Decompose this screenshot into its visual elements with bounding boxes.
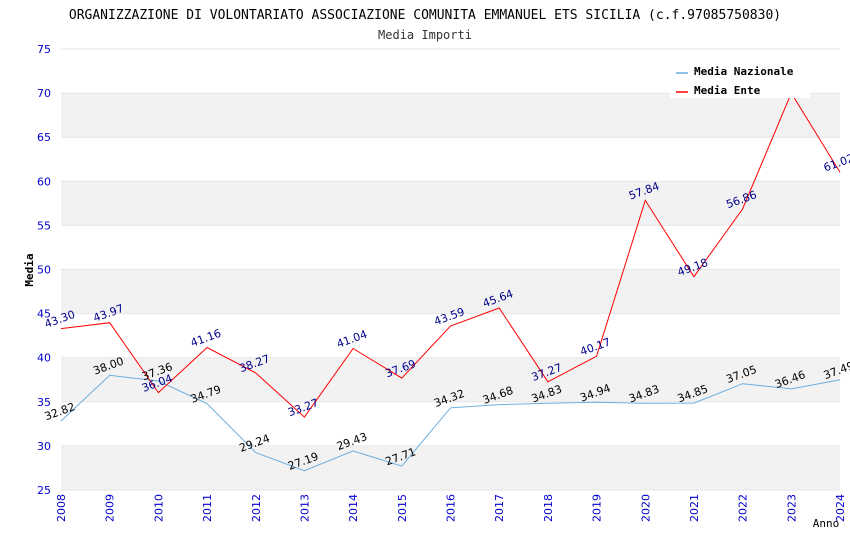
x-tick-label: 2015 xyxy=(396,494,409,522)
x-tick-label: 2021 xyxy=(688,494,701,522)
grid-band xyxy=(61,93,840,138)
y-tick-label: 70 xyxy=(37,87,51,100)
x-tick-label: 2019 xyxy=(591,494,604,522)
gridlines xyxy=(61,48,840,491)
y-tick-label: 50 xyxy=(37,264,51,277)
y-tick-label: 65 xyxy=(37,131,51,144)
y-tick-label: 45 xyxy=(37,308,51,321)
x-tick-label: 2013 xyxy=(298,494,311,522)
y-tick-label: 25 xyxy=(37,484,51,497)
x-tick-label: 2014 xyxy=(347,494,360,522)
x-axis-label: Anno xyxy=(813,517,840,530)
x-tick-label: 2024 xyxy=(834,494,847,522)
grid-band xyxy=(61,269,840,314)
x-tick-label: 2009 xyxy=(104,494,117,522)
legend-label-media-nazionale: Media Nazionale xyxy=(694,65,794,78)
x-tick-label: 2016 xyxy=(445,494,458,522)
x-tick-label: 2020 xyxy=(639,494,652,522)
y-axis-label: Media xyxy=(23,253,36,286)
legend: Media Nazionale Media Ente xyxy=(670,60,810,98)
x-tick-label: 2011 xyxy=(201,494,214,522)
grid-band xyxy=(61,357,840,402)
series-lines xyxy=(60,92,841,472)
y-tick-label: 55 xyxy=(37,219,51,232)
series-line-media-nazionale xyxy=(60,374,841,472)
y-tick-label: 75 xyxy=(37,43,51,56)
x-tick-label: 2022 xyxy=(737,494,750,522)
y-tick-label: 30 xyxy=(37,440,51,453)
grid-band xyxy=(61,181,840,226)
x-tick-label: 2010 xyxy=(152,494,165,522)
chart-title: ORGANIZZAZIONE DI VOLONTARIATO ASSOCIAZI… xyxy=(69,8,781,23)
y-tick-label: 40 xyxy=(37,352,51,365)
y-tick-label: 60 xyxy=(37,175,51,188)
y-tick-label: 35 xyxy=(37,396,51,409)
x-axis-ticks: 2008 2009 2010 2011 2012 2013 2014 2015 2016 2017… xyxy=(55,494,847,522)
x-tick-label: 2008 xyxy=(55,494,68,522)
x-tick-label: 2017 xyxy=(493,494,506,522)
legend-box xyxy=(670,60,810,98)
y-axis-ticks: 25 30 35 40 45 50 55 60 65 70 75 xyxy=(37,43,51,497)
legend-label-media-ente: Media Ente xyxy=(694,84,761,97)
grid-band xyxy=(61,445,840,490)
chart-subtitle: Media Importi xyxy=(378,28,472,42)
x-tick-label: 2018 xyxy=(542,494,555,522)
x-tick-label: 2023 xyxy=(785,494,798,522)
series-line-media-ente xyxy=(60,92,841,418)
x-tick-label: 2012 xyxy=(250,494,263,522)
